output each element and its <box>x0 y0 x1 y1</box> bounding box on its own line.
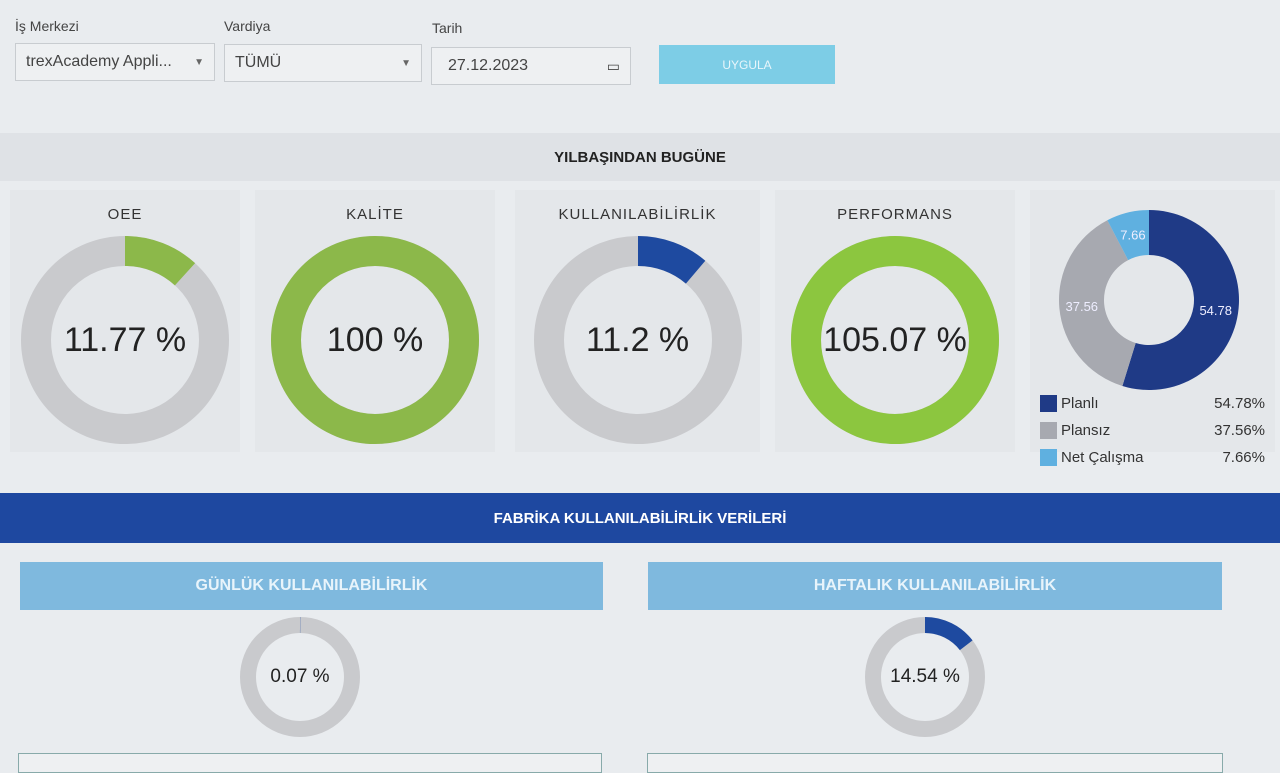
slice-label: 37.56 <box>1066 299 1099 314</box>
calendar-icon[interactable]: ▭ <box>606 57 620 74</box>
gauge-title: PERFORMANS <box>837 206 953 223</box>
gauge-title: KALİTE <box>346 206 404 223</box>
apply-button[interactable]: UYGULA <box>659 45 835 84</box>
legend-name: Plansız <box>1061 422 1111 439</box>
daily-gauge-fill <box>240 617 360 737</box>
gauge-value: 11.2 % <box>585 321 690 359</box>
daily-title: GÜNLÜK KULLANILABİLİRLİK <box>195 577 428 594</box>
weekly-value: 14.54 % <box>890 666 960 687</box>
daily-panel <box>18 753 602 773</box>
shift-value: TÜMÜ <box>235 54 282 71</box>
chevron-down-icon: ▼ <box>401 57 411 69</box>
gauge-card-performans: PERFORMANS 105.07 % <box>775 190 1015 452</box>
gauge-ring <box>271 236 479 444</box>
factory-header: FABRİKA KULLANILABİLİRLİK VERİLERİ <box>0 493 1280 543</box>
gauge-card-oee: OEE 11.77 % <box>10 190 240 452</box>
gauge-card-kullanilabi̇li̇rli̇k: KULLANILABİLİRLİK 11.2 % <box>515 190 760 452</box>
legend-item: Net Çalışma 7.66% <box>1040 444 1265 471</box>
gauge-title: KULLANILABİLİRLİK <box>558 206 717 223</box>
slice-label: 7.66 <box>1120 227 1145 242</box>
date-label: Tarih <box>432 20 463 36</box>
legend-swatch <box>1040 449 1057 466</box>
daily-gauge <box>240 617 360 737</box>
date-value: 27.12.2023 <box>448 57 529 74</box>
daily-header: GÜNLÜK KULLANILABİLİRLİK <box>20 562 603 610</box>
work-center-label: İş Merkezi <box>15 18 79 34</box>
weekly-gauge <box>865 617 985 737</box>
gauge-fill <box>791 236 999 444</box>
work-center-select[interactable]: trexAcademy Appli... ▼ <box>15 43 215 81</box>
factory-title: FABRİKA KULLANILABİLİRLİK VERİLERİ <box>493 509 787 527</box>
daily-value: 0.07 % <box>270 666 330 687</box>
gauge-value: 100 % <box>326 321 424 359</box>
legend-swatch <box>1040 422 1057 439</box>
gauge-card-kali̇te: KALİTE 100 % <box>255 190 495 452</box>
weekly-gauge-fill <box>865 617 985 737</box>
slice-net-çalışma <box>1107 210 1149 261</box>
gauge-ring <box>533 236 742 444</box>
ytd-title: YILBAŞINDAN BUGÜNE <box>554 148 726 166</box>
slice-plansız <box>1059 220 1136 386</box>
slice-planlı <box>1122 210 1239 390</box>
ytd-header: YILBAŞINDAN BUGÜNE <box>0 133 1280 181</box>
shift-select[interactable]: TÜMÜ ▼ <box>224 44 422 82</box>
legend-pct: 54.78% <box>1214 395 1265 412</box>
breakdown-card: 54.78 37.56 7.66 <box>1030 190 1275 452</box>
gauge-ring <box>21 236 229 444</box>
gauge-title: OEE <box>107 206 143 223</box>
chevron-down-icon: ▼ <box>194 56 204 68</box>
legend-item: Planlı 54.78% <box>1040 390 1265 417</box>
slice-label: 54.78 <box>1199 303 1232 318</box>
legend-swatch <box>1040 395 1057 412</box>
gauge-fill <box>533 236 742 444</box>
legend-name: Planlı <box>1061 395 1099 412</box>
gauge-fill <box>21 236 229 444</box>
gauge-value: 105.07 % <box>823 321 967 359</box>
breakdown-legend: Planlı 54.78% Plansız 37.56% Net Çalışma 7.… <box>1040 390 1265 471</box>
shift-label: Vardiya <box>224 18 271 34</box>
weekly-title: HAFTALIK KULLANILABİLİRLİK <box>813 577 1057 594</box>
work-center-value: trexAcademy Appli... <box>26 53 172 70</box>
legend-item: Plansız 37.56% <box>1040 417 1265 444</box>
gauge-value: 11.77 % <box>63 321 187 359</box>
gauge-ring <box>791 236 999 444</box>
weekly-panel <box>647 753 1223 773</box>
weekly-header: HAFTALIK KULLANILABİLİRLİK <box>648 562 1222 610</box>
gauge-fill <box>271 236 479 444</box>
legend-pct: 37.56% <box>1214 422 1265 439</box>
legend-pct: 7.66% <box>1222 449 1265 466</box>
date-input[interactable]: 27.12.2023 ▭ <box>431 47 631 85</box>
legend-name: Net Çalışma <box>1061 449 1144 466</box>
breakdown-donut: 54.78 37.56 7.66 <box>1059 210 1239 390</box>
